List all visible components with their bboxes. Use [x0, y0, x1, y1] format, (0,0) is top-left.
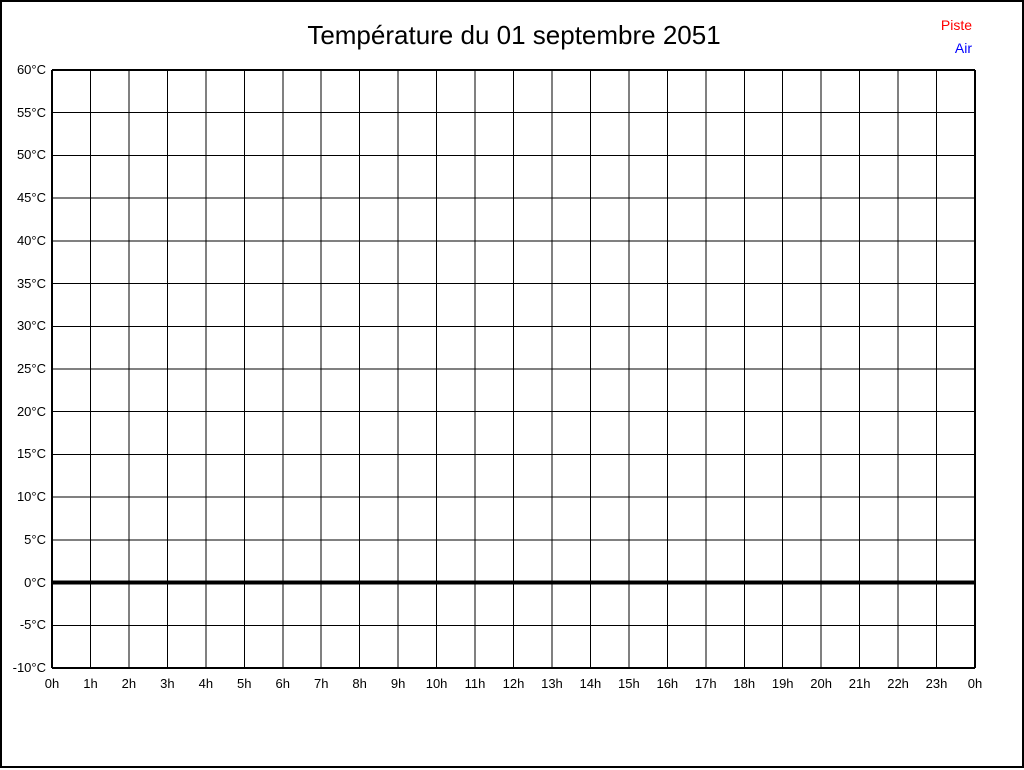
- x-axis-tick-label: 3h: [160, 676, 175, 691]
- x-axis-tick-label: 10h: [425, 676, 448, 691]
- x-axis-tick-label: 17h: [694, 676, 717, 691]
- y-axis-tick-label: 60°C: [16, 62, 46, 77]
- y-axis-tick-label: 20°C: [16, 403, 46, 419]
- x-axis-tick-label: 15h: [618, 676, 640, 691]
- y-axis-tick-label: 15°C: [16, 446, 46, 462]
- x-axis-tick-label: 12h: [502, 676, 525, 691]
- y-axis-tick-label: 0°C: [24, 574, 46, 590]
- legend-item-air: Air: [954, 40, 972, 56]
- y-axis-tick-label: 40°C: [16, 232, 46, 248]
- chart-title: Température du 01 septembre 2051: [307, 20, 721, 50]
- x-axis-tick-label: 0h: [44, 676, 60, 691]
- x-axis-tick-label: 23h: [925, 676, 948, 691]
- y-axis-tick-label: -5°C: [19, 617, 46, 633]
- x-axis-tick-label: 9h: [390, 676, 406, 691]
- y-axis-tick-label: 25°C: [16, 361, 46, 376]
- x-axis-tick-label: 14h: [579, 676, 602, 691]
- legend-item-piste: Piste: [940, 17, 972, 33]
- y-axis-tick-label: 35°C: [16, 275, 46, 291]
- x-axis-tick-label: 2h: [121, 676, 137, 691]
- legend: Piste Air: [941, 14, 972, 60]
- x-axis-tick-label: 11h: [464, 676, 486, 691]
- y-axis-tick-label: 30°C: [16, 318, 46, 334]
- y-axis-tick-label: 55°C: [16, 104, 46, 120]
- x-axis-tick-label: 18h: [733, 676, 756, 691]
- y-axis-tick-label: 50°C: [16, 147, 46, 163]
- x-axis-tick-label: 22h: [887, 676, 909, 691]
- x-axis-tick-label: 16h: [656, 676, 679, 691]
- x-axis-tick-label: 20h: [810, 676, 832, 691]
- x-axis-tick-label: 6h: [275, 676, 290, 691]
- x-axis-tick-label: 13h: [541, 676, 563, 691]
- x-axis-tick-label: 5h: [237, 676, 252, 691]
- y-axis-tick-label: 10°C: [16, 489, 46, 505]
- x-axis-tick-label: 19h: [771, 676, 794, 691]
- x-axis-tick-label: 8h: [352, 676, 367, 691]
- y-axis-tick-label: -10°C: [12, 660, 46, 675]
- x-axis-tick-label: 1h: [83, 676, 98, 691]
- y-axis-tick-label: 45°C: [16, 190, 46, 206]
- x-axis-tick-label: 7h: [313, 676, 329, 691]
- y-axis-tick-label: 5°C: [24, 531, 46, 547]
- x-axis-tick-label: 4h: [198, 676, 214, 691]
- x-axis-tick-label: 21h: [848, 676, 871, 691]
- x-axis-tick-label: 0h: [967, 676, 983, 691]
